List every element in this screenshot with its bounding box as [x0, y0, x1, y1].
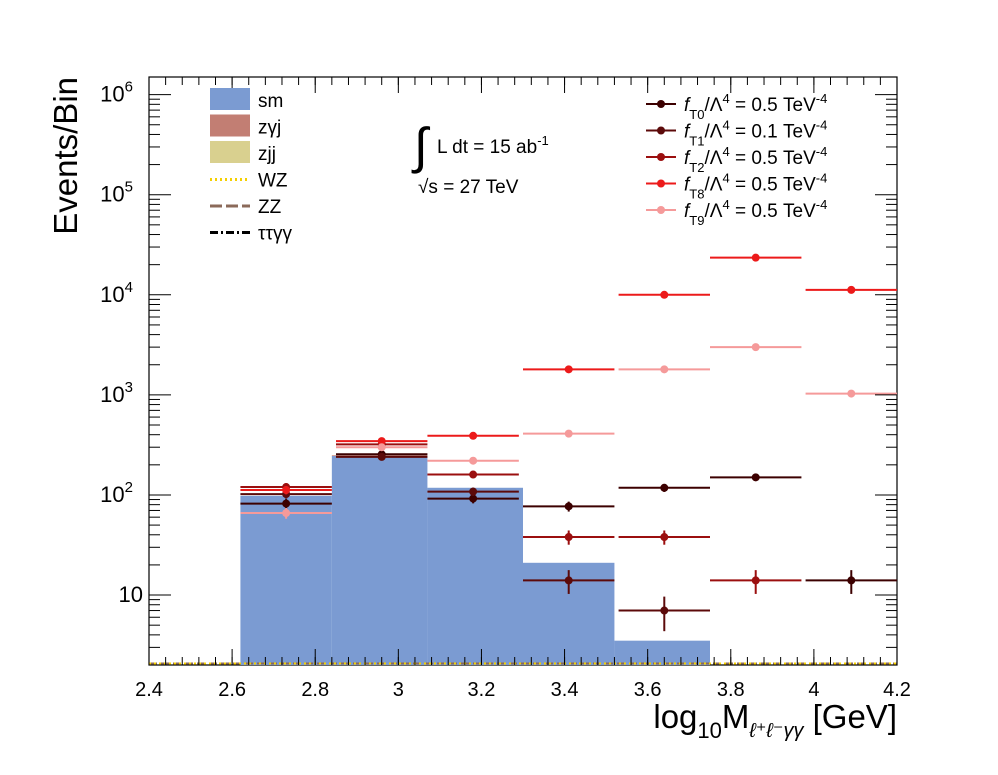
point-1-2 [469, 487, 478, 496]
y-tick-label-3: 104 [100, 279, 133, 307]
point-4-4 [660, 365, 669, 374]
legend-label-3: WZ [258, 171, 288, 192]
signal-points [240, 253, 897, 632]
point-0-2 [469, 494, 478, 503]
legend-label-0: sm [258, 91, 283, 112]
legend-sig-label-2: fT2/Λ4 = 0.5 TeV-4 [684, 144, 827, 175]
y-tick-label-2: 103 [100, 379, 133, 407]
x-tick-label-3: 3 [393, 679, 404, 701]
legend-label-1: zγj [258, 118, 281, 139]
x-axis-label-m: M [722, 698, 750, 735]
legend-sig-marker-1 [657, 126, 665, 135]
lumi-annotation: ∫ L dt = 15 ab-1 √s = 27 TeV [411, 118, 549, 198]
sqrt-s-text: √s = 27 TeV [418, 177, 519, 198]
point-0-3 [564, 502, 573, 511]
point-3-5 [751, 253, 760, 262]
legend-sig-marker-4 [657, 206, 665, 214]
legend-sig-marker-3 [657, 179, 665, 188]
x-axis-label-sub10: 10 [697, 718, 721, 743]
y-tick-label-0: 10 [119, 582, 143, 607]
point-0-6 [847, 576, 856, 585]
legend-sig-label-3: fT8/Λ4 = 0.5 TeV-4 [684, 171, 827, 202]
lumi-exp: -1 [537, 133, 549, 148]
point-0-5 [751, 473, 760, 482]
bar-0-1 [331, 456, 428, 665]
x-tick-label-7: 3.8 [717, 679, 745, 701]
point-1-4 [660, 606, 669, 615]
point-3-2 [469, 431, 478, 440]
point-3-6 [847, 285, 856, 294]
point-3-1 [377, 437, 386, 446]
x-tick-label-2: 2.8 [301, 679, 329, 701]
legend-sig-label-0: fT0/Λ4 = 0.5 TeV-4 [684, 91, 827, 122]
point-4-1 [377, 443, 386, 452]
point-0-4 [660, 483, 669, 492]
y-tick-label-1: 102 [100, 479, 133, 507]
x-tick-label-1: 2.6 [218, 679, 246, 701]
point-0-0 [282, 499, 291, 508]
legend-swatch-0 [210, 88, 250, 110]
legend-swatch-1 [210, 114, 250, 137]
x-tick-label-4: 3.2 [468, 679, 496, 701]
point-2-4 [660, 533, 669, 542]
x-axis-label-msub: ℓ⁺ℓ⁻γγ [748, 720, 804, 742]
x-axis-label-log: log [653, 698, 697, 735]
lumi-value: L dt = 15 ab [437, 137, 537, 158]
point-3-3 [564, 365, 573, 374]
lumi-text: L dt = 15 ab-1 [437, 133, 549, 158]
legend-sig-marker-0 [657, 100, 665, 108]
point-1-3 [564, 576, 573, 585]
x-tick-label-8: 4 [808, 679, 819, 701]
point-2-2 [469, 470, 478, 479]
y-tick-label-5: 106 [100, 79, 133, 107]
bar-0-2 [427, 487, 523, 665]
y-tick-label-4: 105 [100, 179, 133, 207]
point-2-5 [751, 576, 760, 585]
legend-label-2: zjj [258, 144, 276, 165]
legend-sig-label-1: fT1/Λ4 = 0.1 TeV-4 [684, 118, 827, 149]
x-tick-label-0: 2.4 [135, 679, 163, 701]
legend-sig-label-4: fT9/Λ4 = 0.5 TeV-4 [684, 197, 827, 228]
point-4-3 [564, 429, 573, 438]
point-4-0 [282, 509, 291, 518]
x-axis-label-unit: [GeV] [803, 698, 897, 735]
point-4-2 [469, 456, 478, 465]
point-3-0 [282, 486, 291, 495]
legend-label-4: ZZ [258, 197, 282, 218]
integral-sign: ∫ [411, 118, 431, 174]
x-tick-label-6: 3.6 [634, 679, 662, 701]
y-axis-label: Events/Bin [47, 77, 84, 235]
point-2-3 [564, 533, 573, 542]
point-3-4 [660, 290, 669, 299]
legend-swatch-2 [210, 141, 250, 163]
legend-sig-marker-2 [657, 153, 665, 161]
bar-0-4 [614, 640, 710, 665]
point-4-6 [847, 389, 856, 398]
legend-label-5: ττγγ [258, 224, 293, 245]
x-tick-label-9: 4.2 [883, 679, 911, 701]
axes: 2.4 2.6 2.8 3 3.2 3.4 3.6 3.8 4 4.2 10 102 103 104 105… [100, 77, 911, 701]
point-1-1 [377, 452, 386, 461]
x-axis-label: log10Mℓ⁺ℓ⁻γγ [GeV] [653, 698, 897, 743]
bar-0-0 [240, 495, 332, 665]
x-tick-label-5: 3.4 [551, 679, 579, 701]
point-4-5 [751, 343, 760, 352]
legend-backgrounds: sm zγj zjj WZ ZZ ττγγ [210, 88, 293, 245]
